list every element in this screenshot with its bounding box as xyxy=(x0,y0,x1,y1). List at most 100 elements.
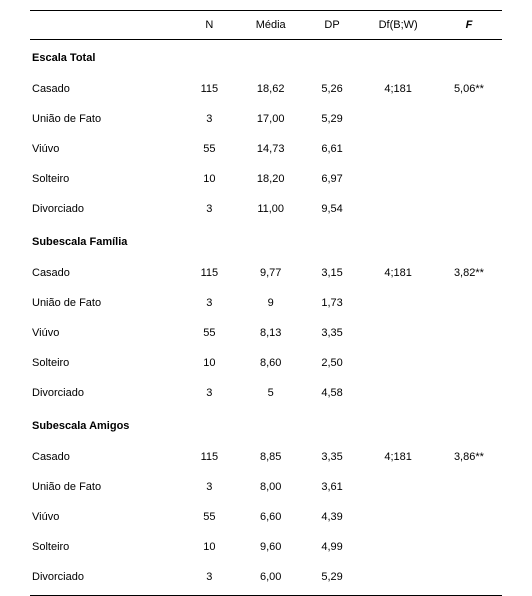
table-row: Viúvo558,133,35 xyxy=(30,318,502,348)
col-header-label xyxy=(30,11,181,40)
cell-n: 3 xyxy=(181,378,238,408)
table-row: Solteiro108,602,50 xyxy=(30,348,502,378)
cell-n: 55 xyxy=(181,318,238,348)
cell-media: 8,85 xyxy=(238,442,304,472)
cell-df xyxy=(360,562,436,596)
table-row: União de Fato391,73 xyxy=(30,288,502,318)
cell-f: 3,82** xyxy=(436,258,502,288)
row-label: Solteiro xyxy=(30,164,181,194)
cell-media: 6,60 xyxy=(238,502,304,532)
cell-n: 3 xyxy=(181,104,238,134)
cell-df xyxy=(360,318,436,348)
cell-dp: 4,99 xyxy=(304,532,361,562)
col-header-media: Média xyxy=(238,11,304,40)
cell-media: 14,73 xyxy=(238,134,304,164)
cell-f xyxy=(436,348,502,378)
cell-n: 10 xyxy=(181,348,238,378)
section-title: Subescala Amigos xyxy=(30,408,502,442)
table-row: Viúvo5514,736,61 xyxy=(30,134,502,164)
cell-n: 3 xyxy=(181,562,238,596)
cell-media: 8,60 xyxy=(238,348,304,378)
cell-f xyxy=(436,164,502,194)
section-header-row: Subescala Família xyxy=(30,224,502,258)
cell-f: 3,86** xyxy=(436,442,502,472)
cell-n: 3 xyxy=(181,472,238,502)
cell-dp: 3,35 xyxy=(304,318,361,348)
cell-f xyxy=(436,472,502,502)
cell-df xyxy=(360,348,436,378)
cell-f xyxy=(436,502,502,532)
cell-n: 115 xyxy=(181,442,238,472)
row-label: União de Fato xyxy=(30,472,181,502)
cell-n: 55 xyxy=(181,502,238,532)
cell-dp: 3,61 xyxy=(304,472,361,502)
section-title: Escala Total xyxy=(30,40,502,75)
cell-n: 10 xyxy=(181,164,238,194)
table-body: Escala TotalCasado11518,625,264;1815,06*… xyxy=(30,40,502,596)
table-row: Solteiro109,604,99 xyxy=(30,532,502,562)
row-label: Solteiro xyxy=(30,348,181,378)
statistics-table: N Média DP Df(B;W) F Escala TotalCasado1… xyxy=(30,10,502,596)
cell-dp: 5,29 xyxy=(304,562,361,596)
cell-n: 10 xyxy=(181,532,238,562)
cell-dp: 1,73 xyxy=(304,288,361,318)
cell-n: 115 xyxy=(181,74,238,104)
row-label: Viúvo xyxy=(30,318,181,348)
cell-f xyxy=(436,134,502,164)
cell-f xyxy=(436,562,502,596)
table-row: União de Fato317,005,29 xyxy=(30,104,502,134)
cell-f xyxy=(436,318,502,348)
row-label: Casado xyxy=(30,442,181,472)
cell-df xyxy=(360,164,436,194)
col-header-dp: DP xyxy=(304,11,361,40)
cell-df xyxy=(360,104,436,134)
cell-df xyxy=(360,502,436,532)
section-title: Subescala Família xyxy=(30,224,502,258)
cell-media: 8,00 xyxy=(238,472,304,502)
row-label: Divorciado xyxy=(30,562,181,596)
table-header-row: N Média DP Df(B;W) F xyxy=(30,11,502,40)
row-label: União de Fato xyxy=(30,104,181,134)
cell-n: 3 xyxy=(181,288,238,318)
row-label: Divorciado xyxy=(30,194,181,224)
cell-f xyxy=(436,378,502,408)
cell-dp: 4,58 xyxy=(304,378,361,408)
cell-dp: 4,39 xyxy=(304,502,361,532)
cell-n: 3 xyxy=(181,194,238,224)
cell-media: 17,00 xyxy=(238,104,304,134)
row-label: Casado xyxy=(30,74,181,104)
cell-df xyxy=(360,134,436,164)
cell-dp: 3,15 xyxy=(304,258,361,288)
cell-n: 115 xyxy=(181,258,238,288)
row-label: Casado xyxy=(30,258,181,288)
section-header-row: Escala Total xyxy=(30,40,502,75)
table-row: Casado1159,773,154;1813,82** xyxy=(30,258,502,288)
cell-df xyxy=(360,378,436,408)
cell-dp: 5,29 xyxy=(304,104,361,134)
cell-f xyxy=(436,194,502,224)
cell-media: 5 xyxy=(238,378,304,408)
cell-media: 18,62 xyxy=(238,74,304,104)
cell-media: 9,77 xyxy=(238,258,304,288)
cell-media: 9 xyxy=(238,288,304,318)
table-row: Divorciado36,005,29 xyxy=(30,562,502,596)
cell-dp: 9,54 xyxy=(304,194,361,224)
table-row: Casado1158,853,354;1813,86** xyxy=(30,442,502,472)
cell-f xyxy=(436,532,502,562)
cell-media: 8,13 xyxy=(238,318,304,348)
cell-dp: 6,97 xyxy=(304,164,361,194)
cell-media: 6,00 xyxy=(238,562,304,596)
cell-dp: 2,50 xyxy=(304,348,361,378)
row-label: Viúvo xyxy=(30,134,181,164)
cell-media: 18,20 xyxy=(238,164,304,194)
cell-dp: 6,61 xyxy=(304,134,361,164)
table-row: Divorciado311,009,54 xyxy=(30,194,502,224)
table-row: União de Fato38,003,61 xyxy=(30,472,502,502)
row-label: Solteiro xyxy=(30,532,181,562)
cell-f xyxy=(436,104,502,134)
table-row: Casado11518,625,264;1815,06** xyxy=(30,74,502,104)
cell-df xyxy=(360,472,436,502)
col-header-df: Df(B;W) xyxy=(360,11,436,40)
cell-f xyxy=(436,288,502,318)
cell-media: 9,60 xyxy=(238,532,304,562)
